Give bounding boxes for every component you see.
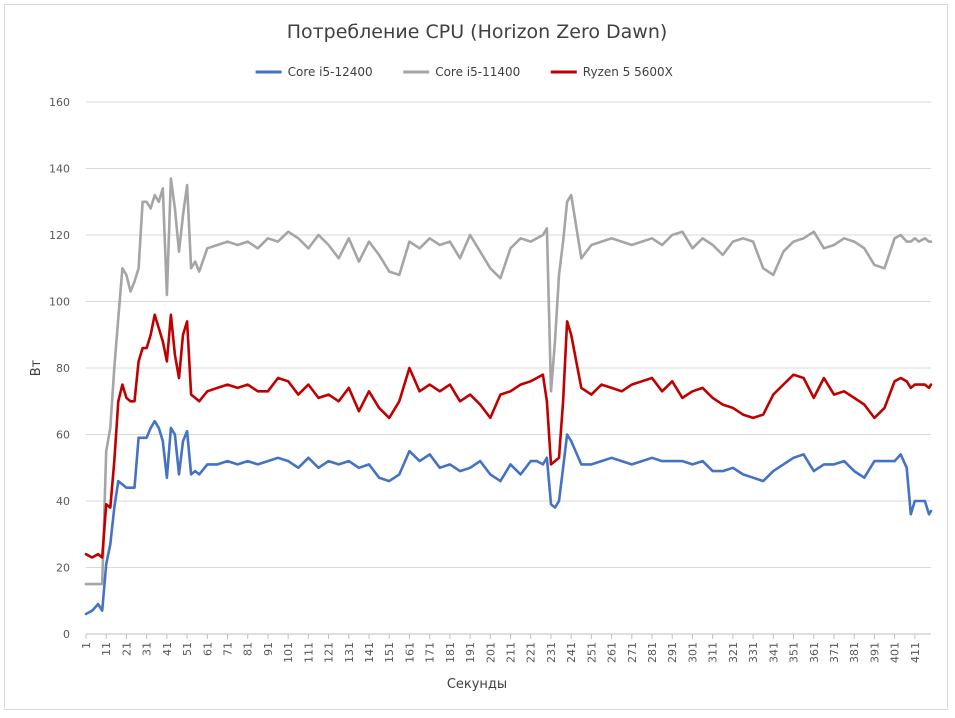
x-tick-label: 81 (242, 642, 255, 656)
x-tick-label: 41 (161, 642, 174, 656)
y-tick-label: 0 (63, 628, 70, 641)
x-tick-label: 171 (424, 642, 437, 663)
x-tick-label: 131 (343, 642, 356, 663)
legend-label: Ryzen 5 5600X (583, 65, 673, 79)
x-tick-label: 371 (828, 642, 841, 663)
x-tick-label: 161 (403, 642, 416, 663)
x-tick-label: 141 (363, 642, 376, 663)
y-tick-label: 120 (49, 229, 70, 242)
x-tick-label: 411 (909, 642, 922, 663)
x-tick-label: 251 (585, 642, 598, 663)
chart-frame (4, 4, 948, 710)
x-tick-label: 261 (606, 642, 619, 663)
x-tick-label: 351 (788, 642, 801, 663)
y-tick-label: 80 (56, 362, 70, 375)
x-tick-label: 51 (181, 642, 194, 656)
x-tick-label: 121 (323, 642, 336, 663)
x-tick-label: 401 (889, 642, 902, 663)
y-tick-label: 100 (49, 296, 70, 309)
y-tick-label: 40 (56, 495, 70, 508)
x-tick-label: 291 (666, 642, 679, 663)
x-tick-label: 191 (464, 642, 477, 663)
x-tick-label: 301 (686, 642, 699, 663)
x-tick-label: 211 (505, 642, 518, 663)
x-tick-label: 281 (646, 642, 659, 663)
x-tick-label: 271 (626, 642, 639, 663)
x-tick-label: 91 (262, 642, 275, 656)
x-tick-label: 111 (302, 642, 315, 663)
gridlines (86, 101, 931, 635)
x-tick-label: 151 (383, 642, 396, 663)
chart-title: Потребление CPU (Horizon Zero Dawn) (287, 21, 668, 43)
x-tick-label: 21 (120, 642, 133, 656)
x-tick-label: 321 (727, 642, 740, 663)
y-tick-label: 20 (56, 562, 70, 575)
x-axis-ticks: 1 11 21 31 41 51 61 71 81 91 101 111 121 131 141 151 161… (80, 634, 922, 663)
y-axis-ticks: 0 20 40 60 80 100 120 140 160 (49, 96, 70, 641)
x-tick-label: 241 (565, 642, 578, 663)
legend: Core i5-12400 Core i5-11400 Ryzen 5 5600X (255, 65, 673, 79)
x-tick-label: 1 (80, 642, 93, 649)
x-tick-label: 31 (141, 642, 154, 656)
legend-label: Core i5-11400 (435, 65, 520, 79)
x-tick-label: 341 (767, 642, 780, 663)
series-line-2 (84, 313, 933, 559)
x-tick-label: 71 (222, 642, 235, 656)
x-tick-label: 391 (868, 642, 881, 663)
x-tick-label: 181 (444, 642, 457, 663)
x-tick-label: 221 (525, 642, 538, 663)
x-tick-label: 381 (848, 642, 861, 663)
x-tick-label: 231 (545, 642, 558, 663)
y-tick-label: 60 (56, 429, 70, 442)
x-tick-label: 201 (484, 642, 497, 663)
x-tick-label: 61 (201, 642, 214, 656)
x-tick-label: 11 (100, 642, 113, 656)
y-axis-title: Вт (29, 359, 44, 376)
x-axis-title: Секунды (447, 677, 507, 692)
x-tick-label: 361 (808, 642, 821, 663)
legend-label: Core i5-12400 (288, 65, 373, 79)
x-tick-label: 101 (282, 642, 295, 663)
x-tick-label: 311 (707, 642, 720, 663)
series-lines (84, 177, 933, 616)
series-line-1 (84, 177, 933, 586)
y-tick-label: 160 (49, 96, 70, 109)
x-tick-label: 331 (747, 642, 760, 663)
series-line-0 (84, 419, 933, 616)
y-tick-label: 140 (49, 163, 70, 176)
